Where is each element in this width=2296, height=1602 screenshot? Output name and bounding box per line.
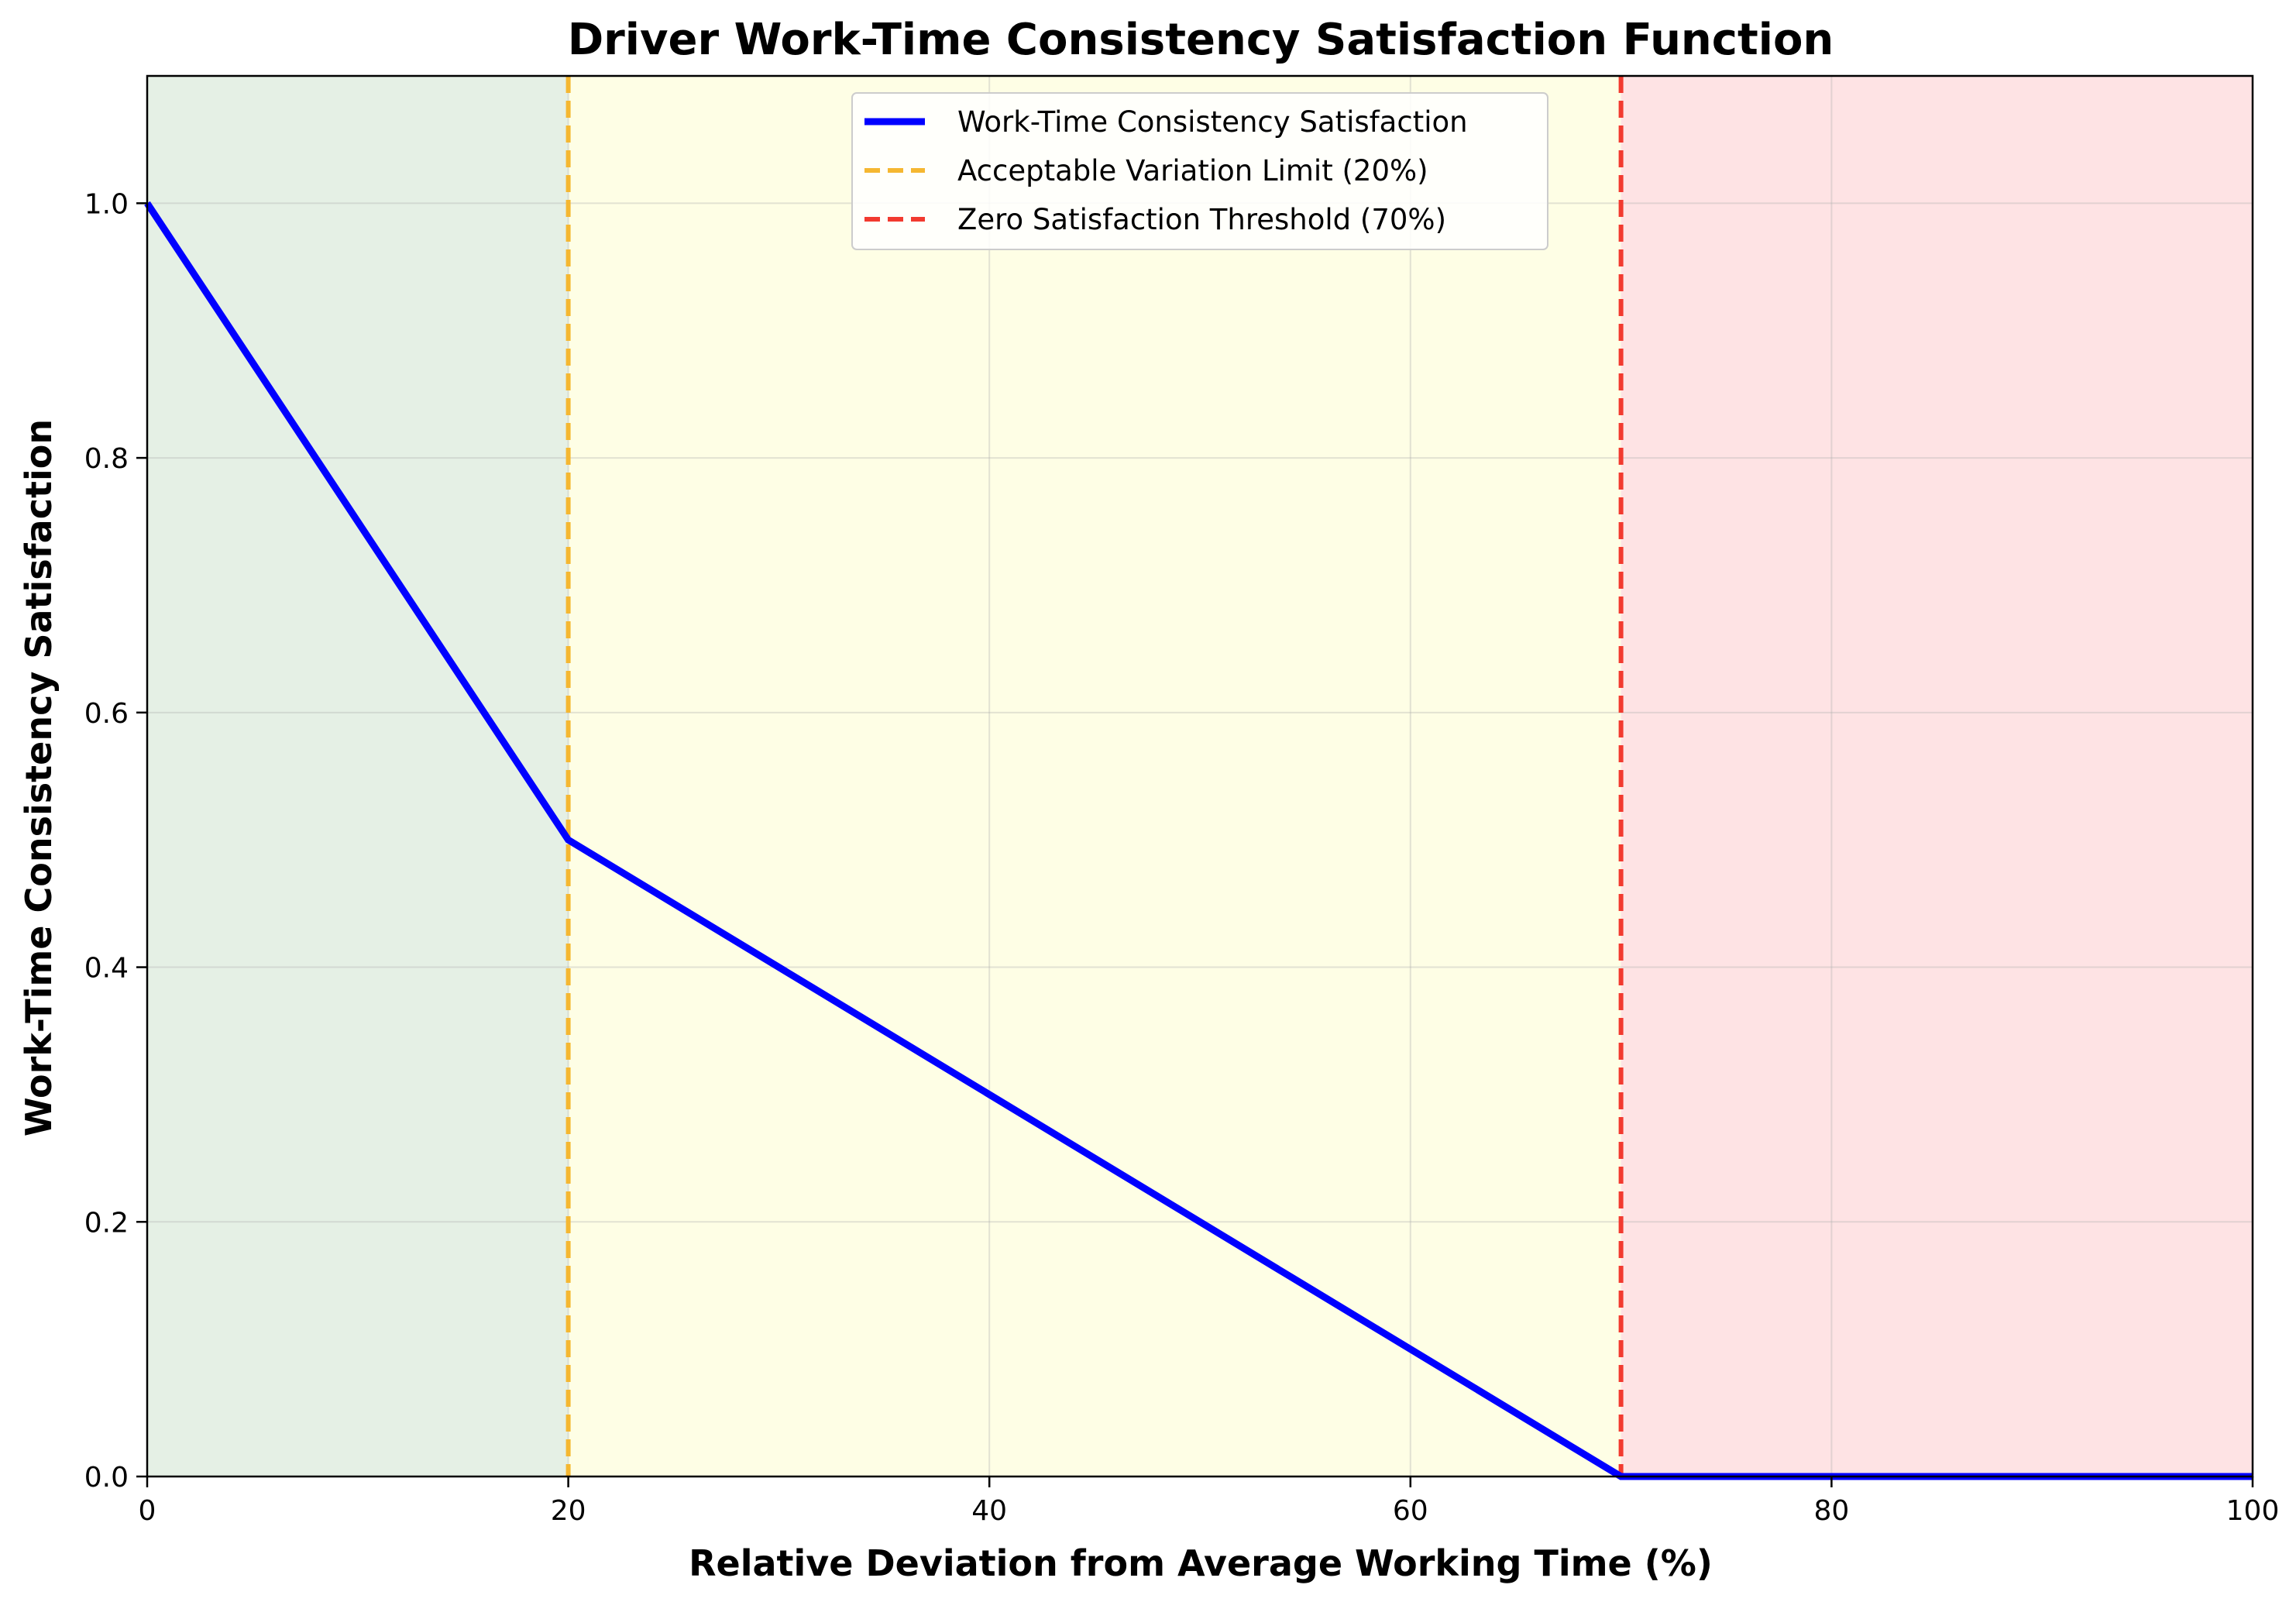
legend-label-1: Acceptable Variation Limit (20%): [957, 154, 1428, 187]
x-axis-label: Relative Deviation from Average Working …: [689, 1542, 1713, 1584]
x-ticks: 0 20 40 60 80 100: [139, 1477, 2280, 1527]
legend-label-2: Zero Satisfaction Threshold (70%): [957, 203, 1446, 236]
shaded-region-2: [1621, 76, 2253, 1477]
shaded-regions: [147, 76, 2253, 1477]
legend: Work-Time Consistency Satisfaction Accept…: [851, 92, 1548, 250]
x-tick-label-0: 0: [139, 1495, 156, 1527]
y-tick-label-5: 1.0: [84, 188, 129, 220]
shaded-region-1: [568, 76, 1621, 1477]
legend-label-0: Work-Time Consistency Satisfaction: [957, 105, 1468, 139]
plot-frame: [146, 74, 2254, 1478]
y-axis-label: Work-Time Consistency Satisfaction: [18, 419, 60, 1136]
y-tick-label-2: 0.4: [84, 953, 129, 985]
y-tick-label-0: 0.0: [84, 1462, 129, 1494]
y-tick-label-3: 0.6: [84, 698, 129, 730]
chart-title: Driver Work-Time Consistency Satisfactio…: [568, 15, 1834, 65]
x-tick-label-5: 100: [2226, 1495, 2280, 1527]
y-ticks: 0.0 0.2 0.4 0.6 0.8 1.0: [84, 188, 147, 1494]
x-tick-label-2: 40: [971, 1495, 1007, 1527]
x-tick-label-4: 80: [1813, 1495, 1849, 1527]
x-tick-label-3: 60: [1393, 1495, 1428, 1527]
y-tick-label-4: 0.8: [84, 443, 129, 475]
reference-lines: [565, 76, 1624, 1477]
x-tick-label-1: 20: [551, 1495, 586, 1527]
y-tick-label-1: 0.2: [84, 1207, 129, 1239]
legend-entries: Work-Time Consistency Satisfaction Accept…: [864, 105, 1468, 236]
legend-box: [851, 92, 1548, 250]
shaded-region-0: [147, 76, 569, 1477]
